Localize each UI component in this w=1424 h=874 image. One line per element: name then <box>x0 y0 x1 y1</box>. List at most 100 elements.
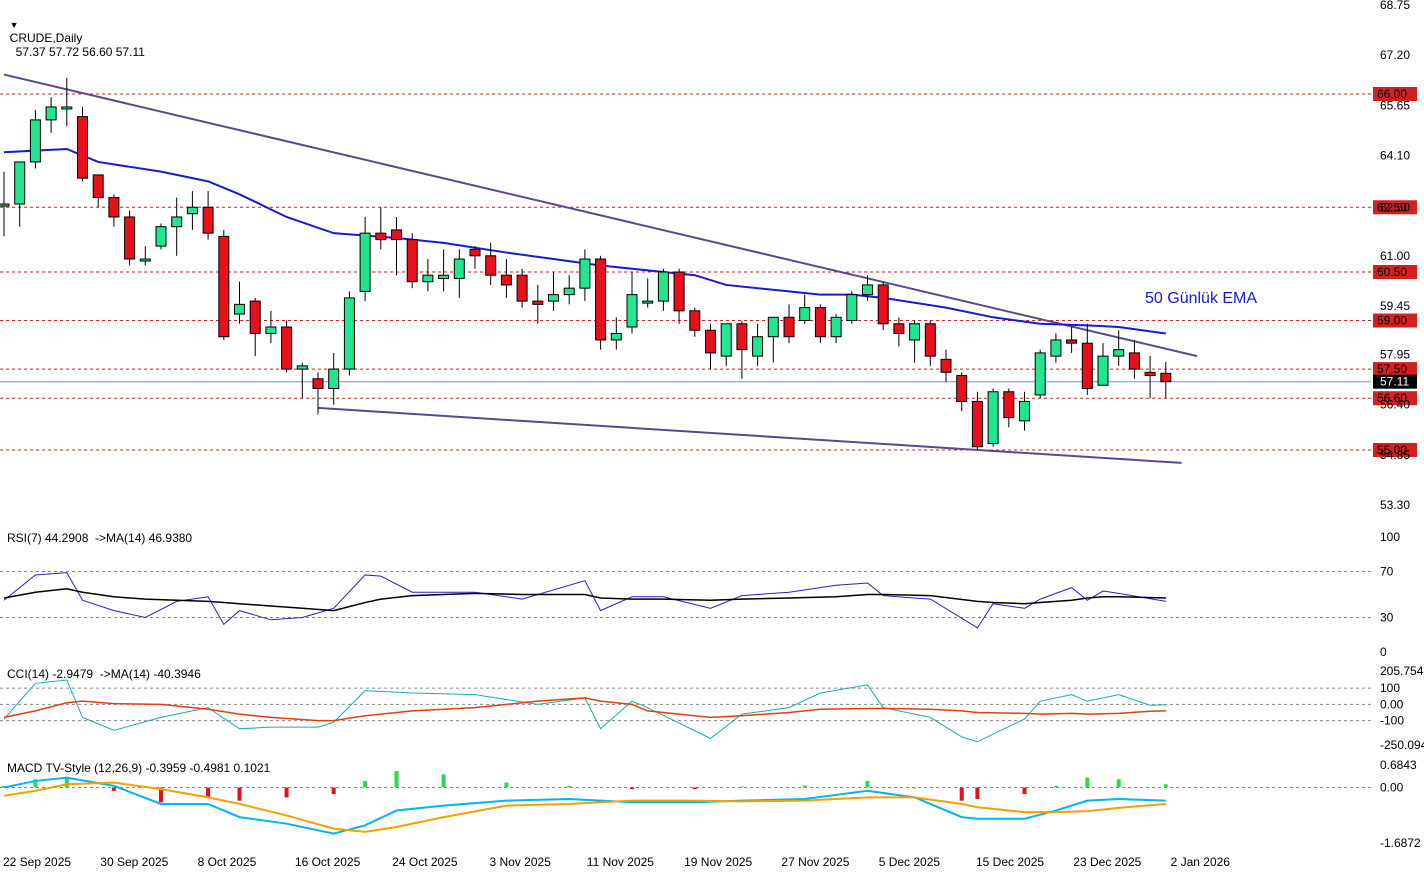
x-axis-label: 2 Jan 2026 <box>1171 855 1231 869</box>
candle-body <box>485 255 497 276</box>
candle-body <box>1160 372 1172 383</box>
x-axis-label: 19 Nov 2025 <box>684 855 752 869</box>
level-tag <box>1373 86 1417 101</box>
ema-line <box>3 148 1166 335</box>
candle-body <box>548 294 559 302</box>
macd-tick-label: 0.6843 <box>1380 758 1417 772</box>
candle-body <box>265 326 277 334</box>
macd-histogram-bar <box>64 777 69 788</box>
cci-tick-label: 100 <box>1380 681 1400 695</box>
cci-tick-label: -100 <box>1380 714 1404 728</box>
candle-body <box>1034 352 1046 396</box>
macd-series-line <box>3 776 1166 835</box>
cci-series-line <box>3 679 1166 743</box>
candle-body <box>1144 371 1156 377</box>
candle-body <box>202 206 214 234</box>
candle-body <box>155 226 167 247</box>
price-panel[interactable]: 66.00 62.50 60.50 59.00 57.50 56.60 55.00 57.11 <box>0 73 1417 464</box>
macd-panel[interactable] <box>0 771 1371 835</box>
candle-body <box>767 316 779 338</box>
cci-series-line <box>3 697 1166 722</box>
ohlc-values: 57.37 57.72 56.60 57.11 <box>15 45 145 59</box>
x-axis-label: 5 Dec 2025 <box>879 855 941 869</box>
cci-panel[interactable] <box>0 679 1371 743</box>
macd-title: MACD TV-Style (12,26,9) -0.3959 -0.4981 … <box>7 761 271 775</box>
candle-body <box>846 294 858 322</box>
candle-body <box>799 307 811 322</box>
macd-histogram-bar <box>284 787 289 798</box>
level-tag <box>1373 391 1417 406</box>
price-tick-label: 54.85 <box>1380 448 1410 462</box>
x-axis-label: 27 Nov 2025 <box>781 855 849 869</box>
candle-body <box>595 258 607 341</box>
level-tag-label: 55.00 <box>1377 443 1407 457</box>
candle-body <box>516 274 528 302</box>
candle-body <box>328 368 340 389</box>
candle-body <box>391 229 402 241</box>
candle-body <box>956 375 968 402</box>
candle-body <box>736 323 748 351</box>
rsi-tick-label: 30 <box>1380 611 1394 625</box>
current-price-tag <box>1373 374 1417 389</box>
level-tag <box>1373 264 1417 279</box>
candle-body <box>689 310 701 331</box>
x-axis-label: 22 Sep 2025 <box>3 855 71 869</box>
candle-body <box>783 316 795 338</box>
candle-body <box>422 274 434 283</box>
candle-body <box>234 303 245 315</box>
x-axis-label: 11 Nov 2025 <box>587 855 654 869</box>
macd-histogram-bar <box>111 787 116 791</box>
price-tick-label: 65.65 <box>1380 98 1410 112</box>
level-tag-label: 62.50 <box>1377 200 1407 214</box>
macd-histogram-bar <box>975 787 980 800</box>
macd-series-line <box>3 781 1166 833</box>
candle-body <box>971 400 983 448</box>
price-tick-label: 56.40 <box>1380 398 1410 412</box>
level-tag-label: 66.00 <box>1377 87 1407 101</box>
x-axis-label: 24 Oct 2025 <box>392 855 458 869</box>
triangle-down-icon[interactable]: ▼ <box>9 20 19 30</box>
candle-body <box>406 239 418 283</box>
candle-body <box>1050 339 1062 357</box>
macd-histogram-bar <box>1116 779 1121 788</box>
header: ▼ CRUDE,Daily 57.37 57.72 56.60 57.11 <box>3 3 145 59</box>
rsi-title: RSI(7) 44.2908 ->MA(14) 46.9380 <box>7 531 193 545</box>
candle-body <box>720 323 732 357</box>
rsi-panel[interactable] <box>0 571 1371 629</box>
macd-histogram-bar <box>33 779 38 788</box>
level-tag <box>1373 442 1417 457</box>
candle-body <box>987 391 999 445</box>
candle-body <box>171 216 183 228</box>
candle-body <box>77 116 88 179</box>
macd-tick-label: -1.6872 <box>1380 836 1421 850</box>
macd-histogram-bar <box>1163 784 1168 788</box>
macd-histogram-bar <box>802 785 807 788</box>
trendline <box>317 406 1182 464</box>
candle-body <box>92 174 104 199</box>
price-tick-label: 57.95 <box>1380 348 1410 362</box>
level-tag-label: 57.50 <box>1377 362 1407 376</box>
candle-body <box>909 323 921 341</box>
rsi-tick-label: 0 <box>1380 645 1387 659</box>
macd-histogram-bar <box>363 780 368 788</box>
candle-body <box>1019 400 1030 422</box>
candle-body <box>281 326 293 370</box>
candle-body <box>940 358 952 373</box>
candle-body <box>673 271 685 312</box>
candle-body <box>532 300 544 305</box>
candle-body <box>1081 342 1093 389</box>
x-axis-label: 3 Nov 2025 <box>490 855 552 869</box>
macd-histogram-bar <box>504 782 509 788</box>
candle-body <box>343 297 355 370</box>
macd-histogram-bar <box>159 787 163 803</box>
price-tick-label: 59.45 <box>1380 299 1410 313</box>
candle-body <box>359 232 371 292</box>
candle-body <box>814 307 826 338</box>
trendline <box>3 73 1198 358</box>
macd-histogram-bar <box>630 787 634 790</box>
candle-body <box>642 300 654 304</box>
candle-body <box>924 323 936 357</box>
price-tick-label: 62.50 <box>1380 200 1410 214</box>
candle-body <box>1128 352 1140 370</box>
